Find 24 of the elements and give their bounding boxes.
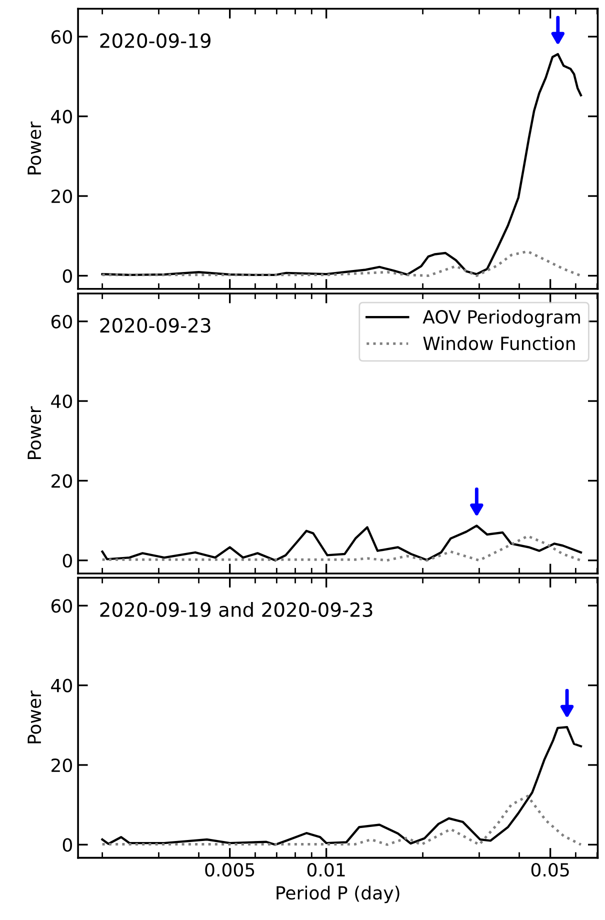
y-tick-label: 20 xyxy=(52,189,72,204)
y-tick-label: 20 xyxy=(52,758,72,772)
x-tick-label: 0.005 xyxy=(205,862,254,877)
text: 2020-09-19 and 2020-09-23 xyxy=(100,602,372,618)
y-tick-label: 0 xyxy=(62,838,72,852)
y-axis-title: Power xyxy=(28,690,42,744)
x-tick-label: 0.05 xyxy=(531,862,569,877)
y-tick-label: 60 xyxy=(51,30,72,44)
legend-label: AOV Periodogram xyxy=(422,310,580,328)
y-tick-label: 60 xyxy=(51,314,72,328)
y-axis-title: Power xyxy=(28,406,42,460)
y-tick-label: 60 xyxy=(51,599,72,613)
y-axis-title: Power xyxy=(28,122,42,174)
x-tick-label: 0.01 xyxy=(307,862,345,877)
y-tick-label: 0 xyxy=(62,554,72,568)
y-tick-label: 0 xyxy=(62,269,72,283)
text: 2020-09-23 xyxy=(100,318,210,333)
y-tick-label: 40 xyxy=(51,110,72,124)
y-tick-label: 40 xyxy=(51,678,72,692)
y-tick-label: 40 xyxy=(51,394,72,408)
x-axis-title: Period P (day) xyxy=(276,886,400,904)
text: 2020-09-19 xyxy=(100,33,210,48)
legend-label: Window Function xyxy=(423,336,575,350)
y-tick-label: 20 xyxy=(52,474,72,488)
